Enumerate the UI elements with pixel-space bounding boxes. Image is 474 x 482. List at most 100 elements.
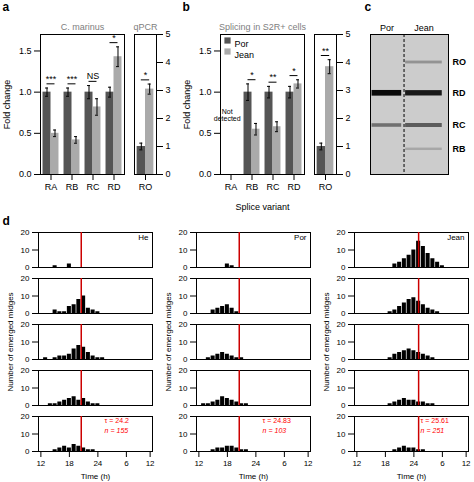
svg-text:**: ** bbox=[269, 72, 277, 82]
svg-text:10: 10 bbox=[179, 338, 188, 347]
svg-text:Por: Por bbox=[294, 233, 307, 242]
svg-text:5: 5 bbox=[346, 29, 351, 39]
svg-text:0: 0 bbox=[346, 169, 351, 179]
svg-text:n = 251: n = 251 bbox=[421, 427, 445, 434]
svg-text:0.5: 0.5 bbox=[19, 128, 32, 138]
svg-text:*: * bbox=[292, 66, 296, 76]
svg-text:RO: RO bbox=[139, 182, 153, 192]
svg-text:Splice variant: Splice variant bbox=[235, 202, 290, 212]
svg-text:Jean: Jean bbox=[235, 50, 255, 60]
svg-text:0.0: 0.0 bbox=[199, 169, 212, 179]
svg-text:Number of emerged midges: Number of emerged midges bbox=[164, 292, 173, 391]
svg-text:RO: RO bbox=[453, 57, 467, 67]
svg-text:1: 1 bbox=[166, 141, 171, 151]
svg-text:RO: RO bbox=[319, 182, 333, 192]
svg-text:τ = 24.2: τ = 24.2 bbox=[105, 417, 129, 424]
svg-text:0.0: 0.0 bbox=[19, 169, 32, 179]
svg-text:0: 0 bbox=[25, 401, 30, 410]
svg-text:10: 10 bbox=[21, 246, 30, 255]
svg-text:*: * bbox=[250, 70, 254, 80]
svg-text:τ = 25.61: τ = 25.61 bbox=[421, 417, 449, 424]
svg-text:6: 6 bbox=[440, 459, 445, 468]
svg-text:qPCR: qPCR bbox=[133, 22, 158, 32]
svg-text:0: 0 bbox=[183, 355, 188, 364]
svg-text:b: b bbox=[183, 0, 190, 14]
svg-text:0: 0 bbox=[25, 447, 30, 456]
svg-text:0: 0 bbox=[183, 447, 188, 456]
svg-text:6: 6 bbox=[282, 459, 287, 468]
svg-text:0: 0 bbox=[341, 447, 346, 456]
svg-text:20: 20 bbox=[337, 366, 346, 375]
svg-text:12: 12 bbox=[462, 459, 471, 468]
svg-text:RB: RB bbox=[246, 182, 259, 192]
svg-text:2: 2 bbox=[346, 113, 351, 123]
svg-text:RA: RA bbox=[225, 182, 238, 192]
svg-text:3: 3 bbox=[166, 85, 171, 95]
svg-text:0: 0 bbox=[183, 263, 188, 272]
svg-text:Por: Por bbox=[235, 39, 249, 49]
svg-text:*: * bbox=[144, 70, 148, 80]
svg-text:Splicing in S2R+ cells: Splicing in S2R+ cells bbox=[219, 22, 306, 32]
svg-text:Time (h): Time (h) bbox=[81, 472, 111, 481]
svg-text:3: 3 bbox=[346, 85, 351, 95]
svg-text:5: 5 bbox=[166, 29, 171, 39]
svg-text:RB: RB bbox=[66, 182, 79, 192]
svg-text:n = 103: n = 103 bbox=[263, 427, 287, 434]
svg-text:20: 20 bbox=[21, 366, 30, 375]
svg-text:1.5: 1.5 bbox=[199, 46, 212, 56]
svg-text:0: 0 bbox=[183, 309, 188, 318]
svg-text:18: 18 bbox=[223, 459, 232, 468]
svg-text:RC: RC bbox=[453, 120, 466, 130]
svg-text:4: 4 bbox=[166, 57, 171, 67]
svg-text:Fold change: Fold change bbox=[2, 80, 12, 130]
svg-text:18: 18 bbox=[65, 459, 74, 468]
svg-text:RD: RD bbox=[288, 182, 301, 192]
svg-text:20: 20 bbox=[337, 228, 346, 237]
svg-text:10: 10 bbox=[337, 292, 346, 301]
svg-text:Time (h): Time (h) bbox=[397, 472, 427, 481]
svg-text:10: 10 bbox=[21, 430, 30, 439]
svg-text:Notdetected: Notdetected bbox=[214, 108, 241, 122]
svg-text:20: 20 bbox=[179, 274, 188, 283]
svg-text:C. marinus: C. marinus bbox=[61, 22, 105, 32]
svg-text:Number of emerged midges: Number of emerged midges bbox=[322, 292, 331, 391]
svg-text:n = 155: n = 155 bbox=[105, 427, 129, 434]
svg-text:20: 20 bbox=[337, 320, 346, 329]
svg-text:0: 0 bbox=[341, 309, 346, 318]
svg-text:RB: RB bbox=[453, 144, 466, 154]
svg-text:10: 10 bbox=[21, 384, 30, 393]
svg-text:20: 20 bbox=[179, 366, 188, 375]
svg-text:10: 10 bbox=[337, 430, 346, 439]
svg-text:0: 0 bbox=[25, 309, 30, 318]
svg-text:10: 10 bbox=[179, 384, 188, 393]
svg-text:RC: RC bbox=[87, 182, 100, 192]
svg-text:10: 10 bbox=[337, 338, 346, 347]
svg-text:0: 0 bbox=[166, 169, 171, 179]
svg-text:12: 12 bbox=[352, 459, 361, 468]
svg-text:1.5: 1.5 bbox=[19, 46, 32, 56]
svg-text:10: 10 bbox=[21, 292, 30, 301]
svg-text:20: 20 bbox=[337, 412, 346, 421]
svg-text:Fold change: Fold change bbox=[182, 80, 192, 130]
svg-text:***: *** bbox=[67, 74, 78, 84]
svg-text:1.0: 1.0 bbox=[199, 87, 212, 97]
svg-text:12: 12 bbox=[146, 459, 155, 468]
svg-text:24: 24 bbox=[409, 459, 418, 468]
svg-text:24: 24 bbox=[93, 459, 102, 468]
svg-text:20: 20 bbox=[21, 228, 30, 237]
svg-text:0: 0 bbox=[25, 263, 30, 272]
svg-text:24: 24 bbox=[251, 459, 260, 468]
svg-text:12: 12 bbox=[194, 459, 203, 468]
svg-text:0: 0 bbox=[183, 401, 188, 410]
svg-text:a: a bbox=[3, 0, 10, 14]
svg-text:0: 0 bbox=[25, 355, 30, 364]
svg-text:10: 10 bbox=[337, 246, 346, 255]
svg-text:10: 10 bbox=[179, 430, 188, 439]
svg-text:c: c bbox=[365, 0, 372, 14]
svg-text:**: ** bbox=[322, 46, 330, 56]
svg-text:τ = 24.83: τ = 24.83 bbox=[263, 417, 291, 424]
svg-text:20: 20 bbox=[179, 320, 188, 329]
svg-text:Jean: Jean bbox=[447, 233, 464, 242]
svg-text:0: 0 bbox=[341, 401, 346, 410]
svg-text:20: 20 bbox=[21, 320, 30, 329]
